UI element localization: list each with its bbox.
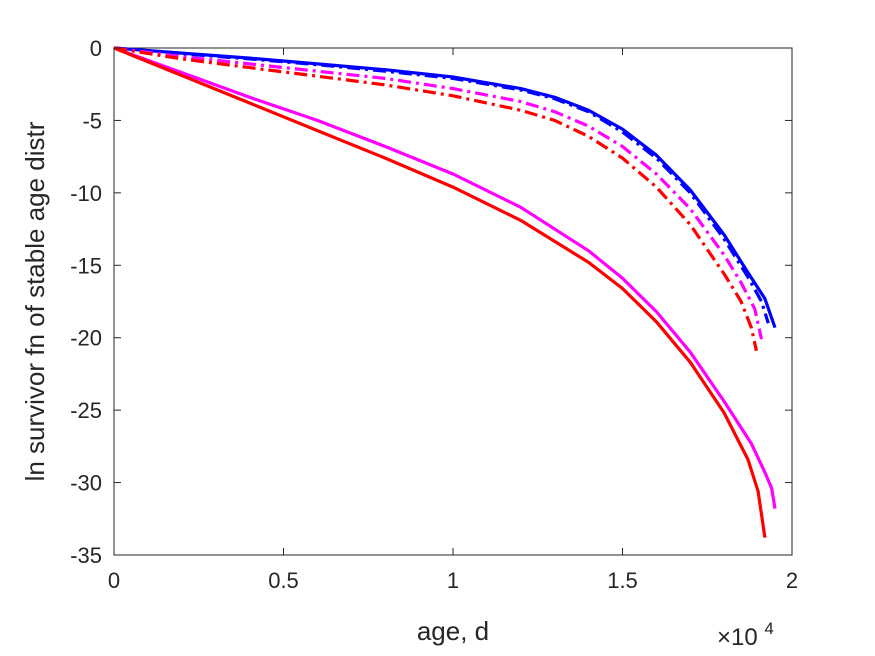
plot-area bbox=[113, 47, 793, 556]
x-tick-label: 2 bbox=[786, 568, 798, 593]
x-axis-label: age, d bbox=[417, 616, 489, 646]
y-tick-label: -35 bbox=[70, 543, 102, 568]
x-tick-label: 0.5 bbox=[268, 568, 299, 593]
y-axis-label: ln survivor fn of stable age distr bbox=[20, 121, 50, 481]
x-tick-label: 1 bbox=[447, 568, 459, 593]
y-tick-label: -15 bbox=[70, 253, 102, 278]
x-axis-exponent-base: ×10 bbox=[717, 624, 758, 651]
series-line-4-dashdot bbox=[113, 46, 764, 340]
x-axis-exponent-power: 4 bbox=[764, 619, 773, 638]
x-tick-label: 1.5 bbox=[607, 568, 638, 593]
y-tick-label: -30 bbox=[70, 471, 102, 496]
series-line-6-dashdot bbox=[113, 46, 758, 352]
series-layer bbox=[113, 46, 777, 538]
x-tick-label: 0 bbox=[108, 568, 120, 593]
y-tick-label: -10 bbox=[70, 181, 102, 206]
y-tick-label: -5 bbox=[82, 108, 102, 133]
series-line-5-solid bbox=[113, 46, 767, 538]
ticks-layer: 0 0.5 1 1.5 2 0 -5 -10 -15 -20 -25 -30 -35 bbox=[70, 36, 798, 593]
y-tick-label: -20 bbox=[70, 326, 102, 351]
axes-box bbox=[113, 47, 793, 556]
series-line-3-solid bbox=[113, 46, 777, 509]
y-tick-label: 0 bbox=[90, 36, 102, 61]
y-tick-label: -25 bbox=[70, 398, 102, 423]
series-line-2-dashdot bbox=[113, 46, 770, 324]
x-axis-exponent-label: ×10 4 bbox=[717, 619, 774, 651]
